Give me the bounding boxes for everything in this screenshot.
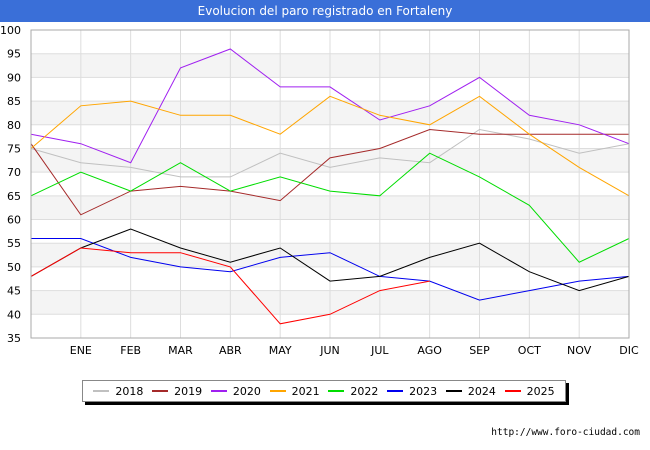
x-tick-label: MAY <box>269 344 292 357</box>
legend-item: 2020 <box>210 384 261 398</box>
x-tick-labels: ENE FEB MAR ABR MAY JUN JUL AGO SEP OCT NOV DIC <box>70 344 639 357</box>
y-tick-label: 60 <box>7 214 21 227</box>
legend-item: 2025 <box>504 384 555 398</box>
series-line-2022 <box>30 152 630 263</box>
y-tick-label: 65 <box>7 190 21 203</box>
legend-item: 2019 <box>152 385 202 398</box>
x-tick-label: MAR <box>168 344 193 357</box>
x-tick-label: NOV <box>567 344 592 357</box>
y-tick-label: 100 <box>0 24 21 37</box>
legend-item: 2018 <box>93 385 143 398</box>
x-tick-label: JUN <box>319 344 340 357</box>
series-line-2024 <box>30 228 630 292</box>
y-tick-label: 55 <box>7 237 21 250</box>
x-tick-label: SEP <box>469 344 490 357</box>
legend-label: 2020 <box>232 384 261 398</box>
y-tick-label: 75 <box>7 142 21 155</box>
y-tick-label: 40 <box>7 308 21 321</box>
legend-swatch <box>210 390 227 392</box>
y-tick-labels: 35 40 45 50 55 60 65 70 75 80 85 90 95 100 <box>0 24 21 345</box>
legend-label: 2025 <box>526 384 555 398</box>
legend-swatch <box>445 390 462 392</box>
legend-label: 2019 <box>174 384 203 398</box>
legend-swatch <box>387 390 404 392</box>
x-tick-label: ABR <box>219 344 242 357</box>
legend-item: 2024 <box>445 384 496 398</box>
y-tick-label: 80 <box>7 119 21 132</box>
y-tick-label: 70 <box>7 166 21 179</box>
legend-swatch <box>328 390 345 392</box>
source-credit: http://www.foro-ciudad.com <box>491 427 640 438</box>
x-tick-label: JUL <box>370 344 389 357</box>
x-tick-label: DIC <box>619 344 639 357</box>
series-line-2021 <box>30 95 630 197</box>
legend-item: 2023 <box>387 385 437 398</box>
legend-label: 2021 <box>291 384 320 398</box>
legend-swatch <box>269 390 286 392</box>
y-tick-label: 90 <box>7 71 21 84</box>
legend-swatch <box>93 390 110 392</box>
legend-item: 2022 <box>328 385 378 398</box>
y-tick-label: 50 <box>7 261 21 274</box>
x-tick-label: OCT <box>518 344 541 357</box>
y-tick-label: 35 <box>7 332 21 345</box>
plot-frame <box>30 29 630 339</box>
legend-label: 2023 <box>409 384 438 398</box>
series-line-2023 <box>31 238 630 301</box>
series-line-2020 <box>30 48 630 164</box>
y-tick-label: 95 <box>7 48 21 61</box>
legend-label: 2022 <box>350 384 379 398</box>
series-line-2018 <box>30 128 630 178</box>
x-tick-label: FEB <box>120 344 141 357</box>
legend-label: 2024 <box>467 384 496 398</box>
legend-item: 2021 <box>269 384 320 398</box>
legend: 2018 2019 2020 2021 2022 2023 2024 2025 <box>82 380 566 402</box>
y-tick-label: 45 <box>7 285 21 298</box>
axes <box>30 29 630 339</box>
legend-label: 2018 <box>115 384 144 398</box>
legend-swatch <box>504 390 521 392</box>
x-tick-label: ENE <box>70 344 92 357</box>
series-line-2025 <box>30 247 430 325</box>
y-tick-label: 85 <box>7 95 21 108</box>
legend-swatch <box>152 390 169 392</box>
x-tick-label: AGO <box>417 344 442 357</box>
chart-title: Evolucion del paro registrado en Fortale… <box>0 0 650 22</box>
series-lines <box>30 48 630 325</box>
